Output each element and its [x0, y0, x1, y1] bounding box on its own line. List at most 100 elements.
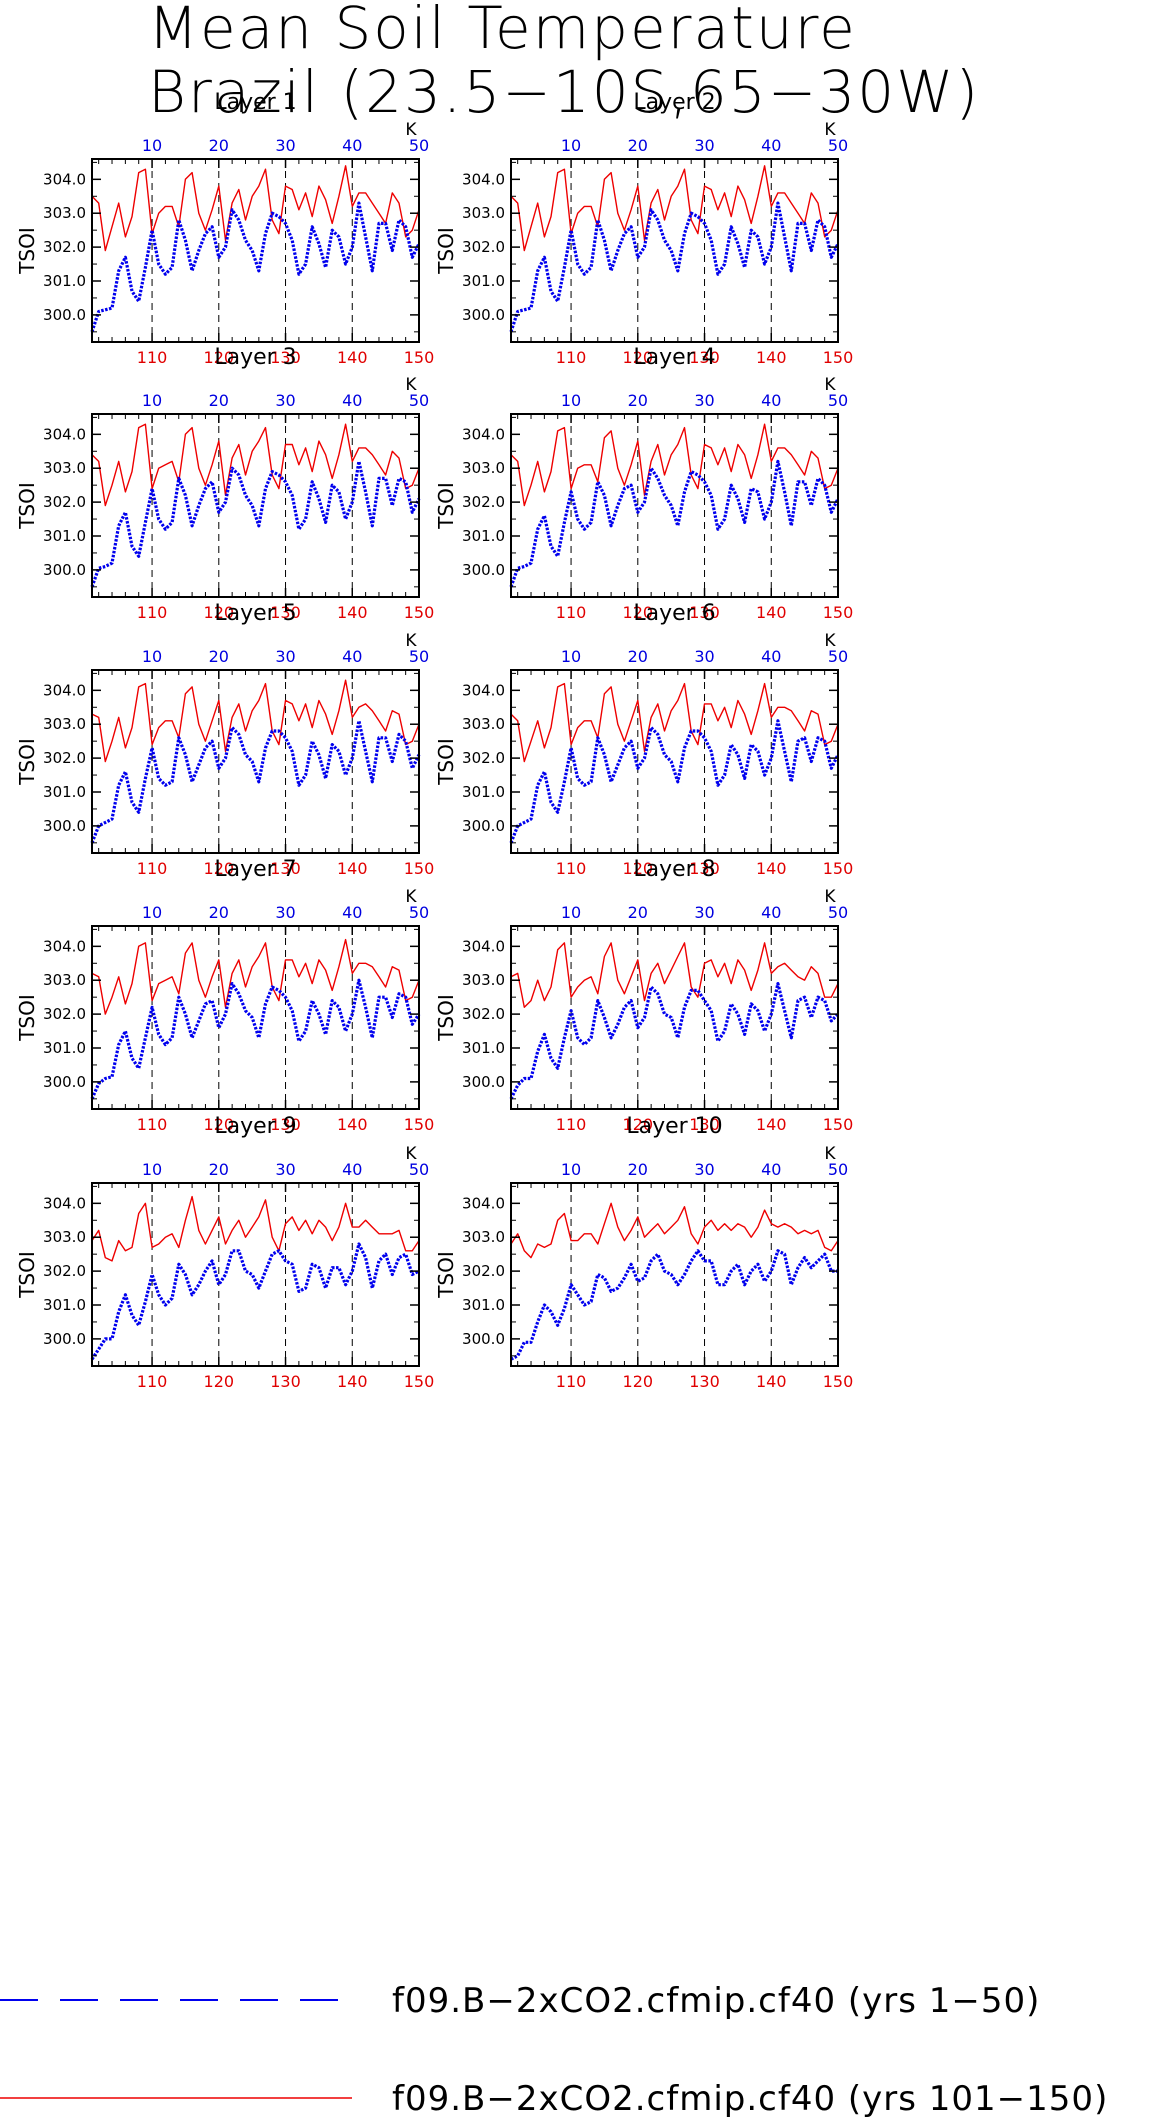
- figure-title-line-2: Brazil (23.5−10S,65−30W): [148, 58, 980, 126]
- x-tick-label-bottom: 150: [404, 1372, 435, 1391]
- x-tick-label-top: 20: [209, 647, 229, 666]
- x-tick-label-bottom: 120: [204, 348, 235, 367]
- x-tick-label-top: 10: [561, 1160, 581, 1179]
- x-tick-label-bottom: 140: [756, 603, 787, 622]
- y-tick-label: 304.0: [43, 937, 86, 955]
- x-tick-label-top: 20: [628, 391, 648, 410]
- series-line-yrs-1-50: [509, 981, 840, 1100]
- x-tick-label-bottom: 110: [556, 348, 587, 367]
- x-tick-label-bottom: 120: [204, 859, 235, 878]
- x-tick-label-bottom: 140: [756, 1372, 787, 1391]
- plot-frame: [510, 158, 839, 343]
- y-tick-label: 303.0: [43, 204, 86, 222]
- panel-layer-10: Layer 10 300.0 301.0 302.0 303.0 304.0 TSOI 110…: [434, 1114, 853, 1391]
- panel-layer-7: Layer 7 300.0 301.0 302.0 303.0 304.0 TSOI 110 1…: [15, 857, 434, 1134]
- x-tick-label-top: 50: [828, 647, 848, 666]
- x-tick-label-bottom: 110: [137, 859, 168, 878]
- series-line-yrs-1-50: [90, 201, 421, 333]
- x-tick-label-top: 30: [694, 903, 714, 922]
- panel-title: Layer 10: [626, 1114, 722, 1139]
- series-line-yrs-101-150: [510, 682, 839, 763]
- y-tick-label: 301.0: [462, 1296, 505, 1314]
- x-tick-label-top: 10: [142, 136, 162, 155]
- panel-layer-8: Layer 8 300.0 301.0 302.0 303.0 304.0 TSOI 110 1…: [434, 857, 853, 1134]
- x-tick-label-top: 40: [761, 1160, 781, 1179]
- panel-layer-1: Layer 1 300.0 301.0 302.0 303.0 304.0 TSOI 110 1…: [15, 90, 434, 367]
- x-tick-label-top: 30: [275, 136, 295, 155]
- panel-layer-3: Layer 3 300.0 301.0 302.0 303.0 304.0 TSOI 110 1…: [15, 345, 434, 622]
- panel-title: Layer 9: [214, 1114, 296, 1139]
- y-tick-label: 303.0: [462, 971, 505, 989]
- y-tick-label: 303.0: [43, 715, 86, 733]
- series-line-yrs-101-150: [91, 1195, 420, 1262]
- legend-label-yrs-1-50: f09.B−2xCO2.cfmip.cf40 (yrs 1−50): [392, 1981, 1040, 2021]
- y-tick-label: 304.0: [43, 681, 86, 699]
- panel-title: Layer 5: [214, 601, 296, 626]
- y-tick-label: 301.0: [43, 272, 86, 290]
- x-tick-label-top: 50: [409, 1160, 429, 1179]
- x-tick-label-top: 30: [694, 647, 714, 666]
- series-line-yrs-101-150: [91, 165, 420, 252]
- panel-layer-4: Layer 4 300.0 301.0 302.0 303.0 304.0 TSOI 110 1…: [434, 345, 853, 622]
- x-tick-label-top: 20: [209, 903, 229, 922]
- x-tick-label-bottom: 140: [756, 348, 787, 367]
- x-tick-label-bottom: 140: [337, 348, 368, 367]
- y-tick-label: 304.0: [462, 937, 505, 955]
- top-axis-label: K: [824, 1144, 836, 1164]
- y-axis-label: TSOI: [434, 738, 458, 786]
- x-tick-label-bottom: 130: [689, 348, 720, 367]
- x-tick-label-bottom: 130: [689, 603, 720, 622]
- top-axis-label: K: [405, 375, 417, 395]
- y-tick-label: 300.0: [462, 561, 505, 579]
- series-line-yrs-1-50: [90, 459, 421, 588]
- top-axis-label: K: [824, 887, 836, 907]
- panel-title: Layer 3: [214, 345, 296, 370]
- series-line-yrs-101-150: [91, 679, 420, 763]
- y-axis-label: TSOI: [15, 482, 39, 530]
- y-axis-label: TSOI: [15, 227, 39, 275]
- series-line-yrs-101-150: [510, 1202, 839, 1259]
- x-tick-label-top: 10: [561, 136, 581, 155]
- y-tick-label: 300.0: [43, 561, 86, 579]
- y-tick-label: 301.0: [462, 783, 505, 801]
- panel-title: Layer 8: [633, 857, 715, 882]
- top-axis-label: K: [405, 631, 417, 651]
- x-tick-label-bottom: 120: [204, 603, 235, 622]
- figure-title-line-1: Mean Soil Temperature: [148, 0, 857, 62]
- panel-title: Layer 4: [633, 345, 715, 370]
- x-tick-label-top: 40: [342, 647, 362, 666]
- x-tick-label-bottom: 130: [270, 1115, 301, 1134]
- x-tick-label-top: 10: [142, 391, 162, 410]
- y-tick-label: 302.0: [462, 1262, 505, 1280]
- y-tick-label: 302.0: [43, 1005, 86, 1023]
- x-tick-label-top: 20: [628, 647, 648, 666]
- y-tick-label: 303.0: [462, 715, 505, 733]
- x-tick-label-bottom: 130: [689, 1115, 720, 1134]
- y-axis-label: TSOI: [434, 994, 458, 1042]
- y-tick-label: 301.0: [43, 783, 86, 801]
- plot-frame: [91, 413, 420, 598]
- x-tick-label-top: 30: [275, 1160, 295, 1179]
- x-tick-label-top: 10: [142, 903, 162, 922]
- series-line-yrs-101-150: [510, 942, 839, 1008]
- y-tick-label: 303.0: [462, 204, 505, 222]
- series-line-yrs-101-150: [510, 165, 839, 252]
- x-tick-label-top: 40: [342, 391, 362, 410]
- x-tick-label-bottom: 150: [823, 603, 854, 622]
- x-tick-label-bottom: 150: [823, 1115, 854, 1134]
- x-tick-label-top: 10: [142, 1160, 162, 1179]
- y-tick-label: 301.0: [43, 527, 86, 545]
- x-tick-label-top: 30: [694, 391, 714, 410]
- y-tick-label: 302.0: [43, 1262, 86, 1280]
- x-tick-label-bottom: 150: [404, 859, 435, 878]
- y-tick-label: 300.0: [43, 306, 86, 324]
- plot-frame: [510, 669, 839, 854]
- x-tick-label-bottom: 120: [204, 1115, 235, 1134]
- y-tick-label: 301.0: [43, 1296, 86, 1314]
- x-tick-label-top: 50: [409, 647, 429, 666]
- x-tick-label-bottom: 120: [204, 1372, 235, 1391]
- top-axis-label: K: [405, 1144, 417, 1164]
- x-tick-label-bottom: 150: [823, 859, 854, 878]
- plot-frame: [91, 925, 420, 1110]
- series-line-yrs-1-50: [510, 1249, 838, 1361]
